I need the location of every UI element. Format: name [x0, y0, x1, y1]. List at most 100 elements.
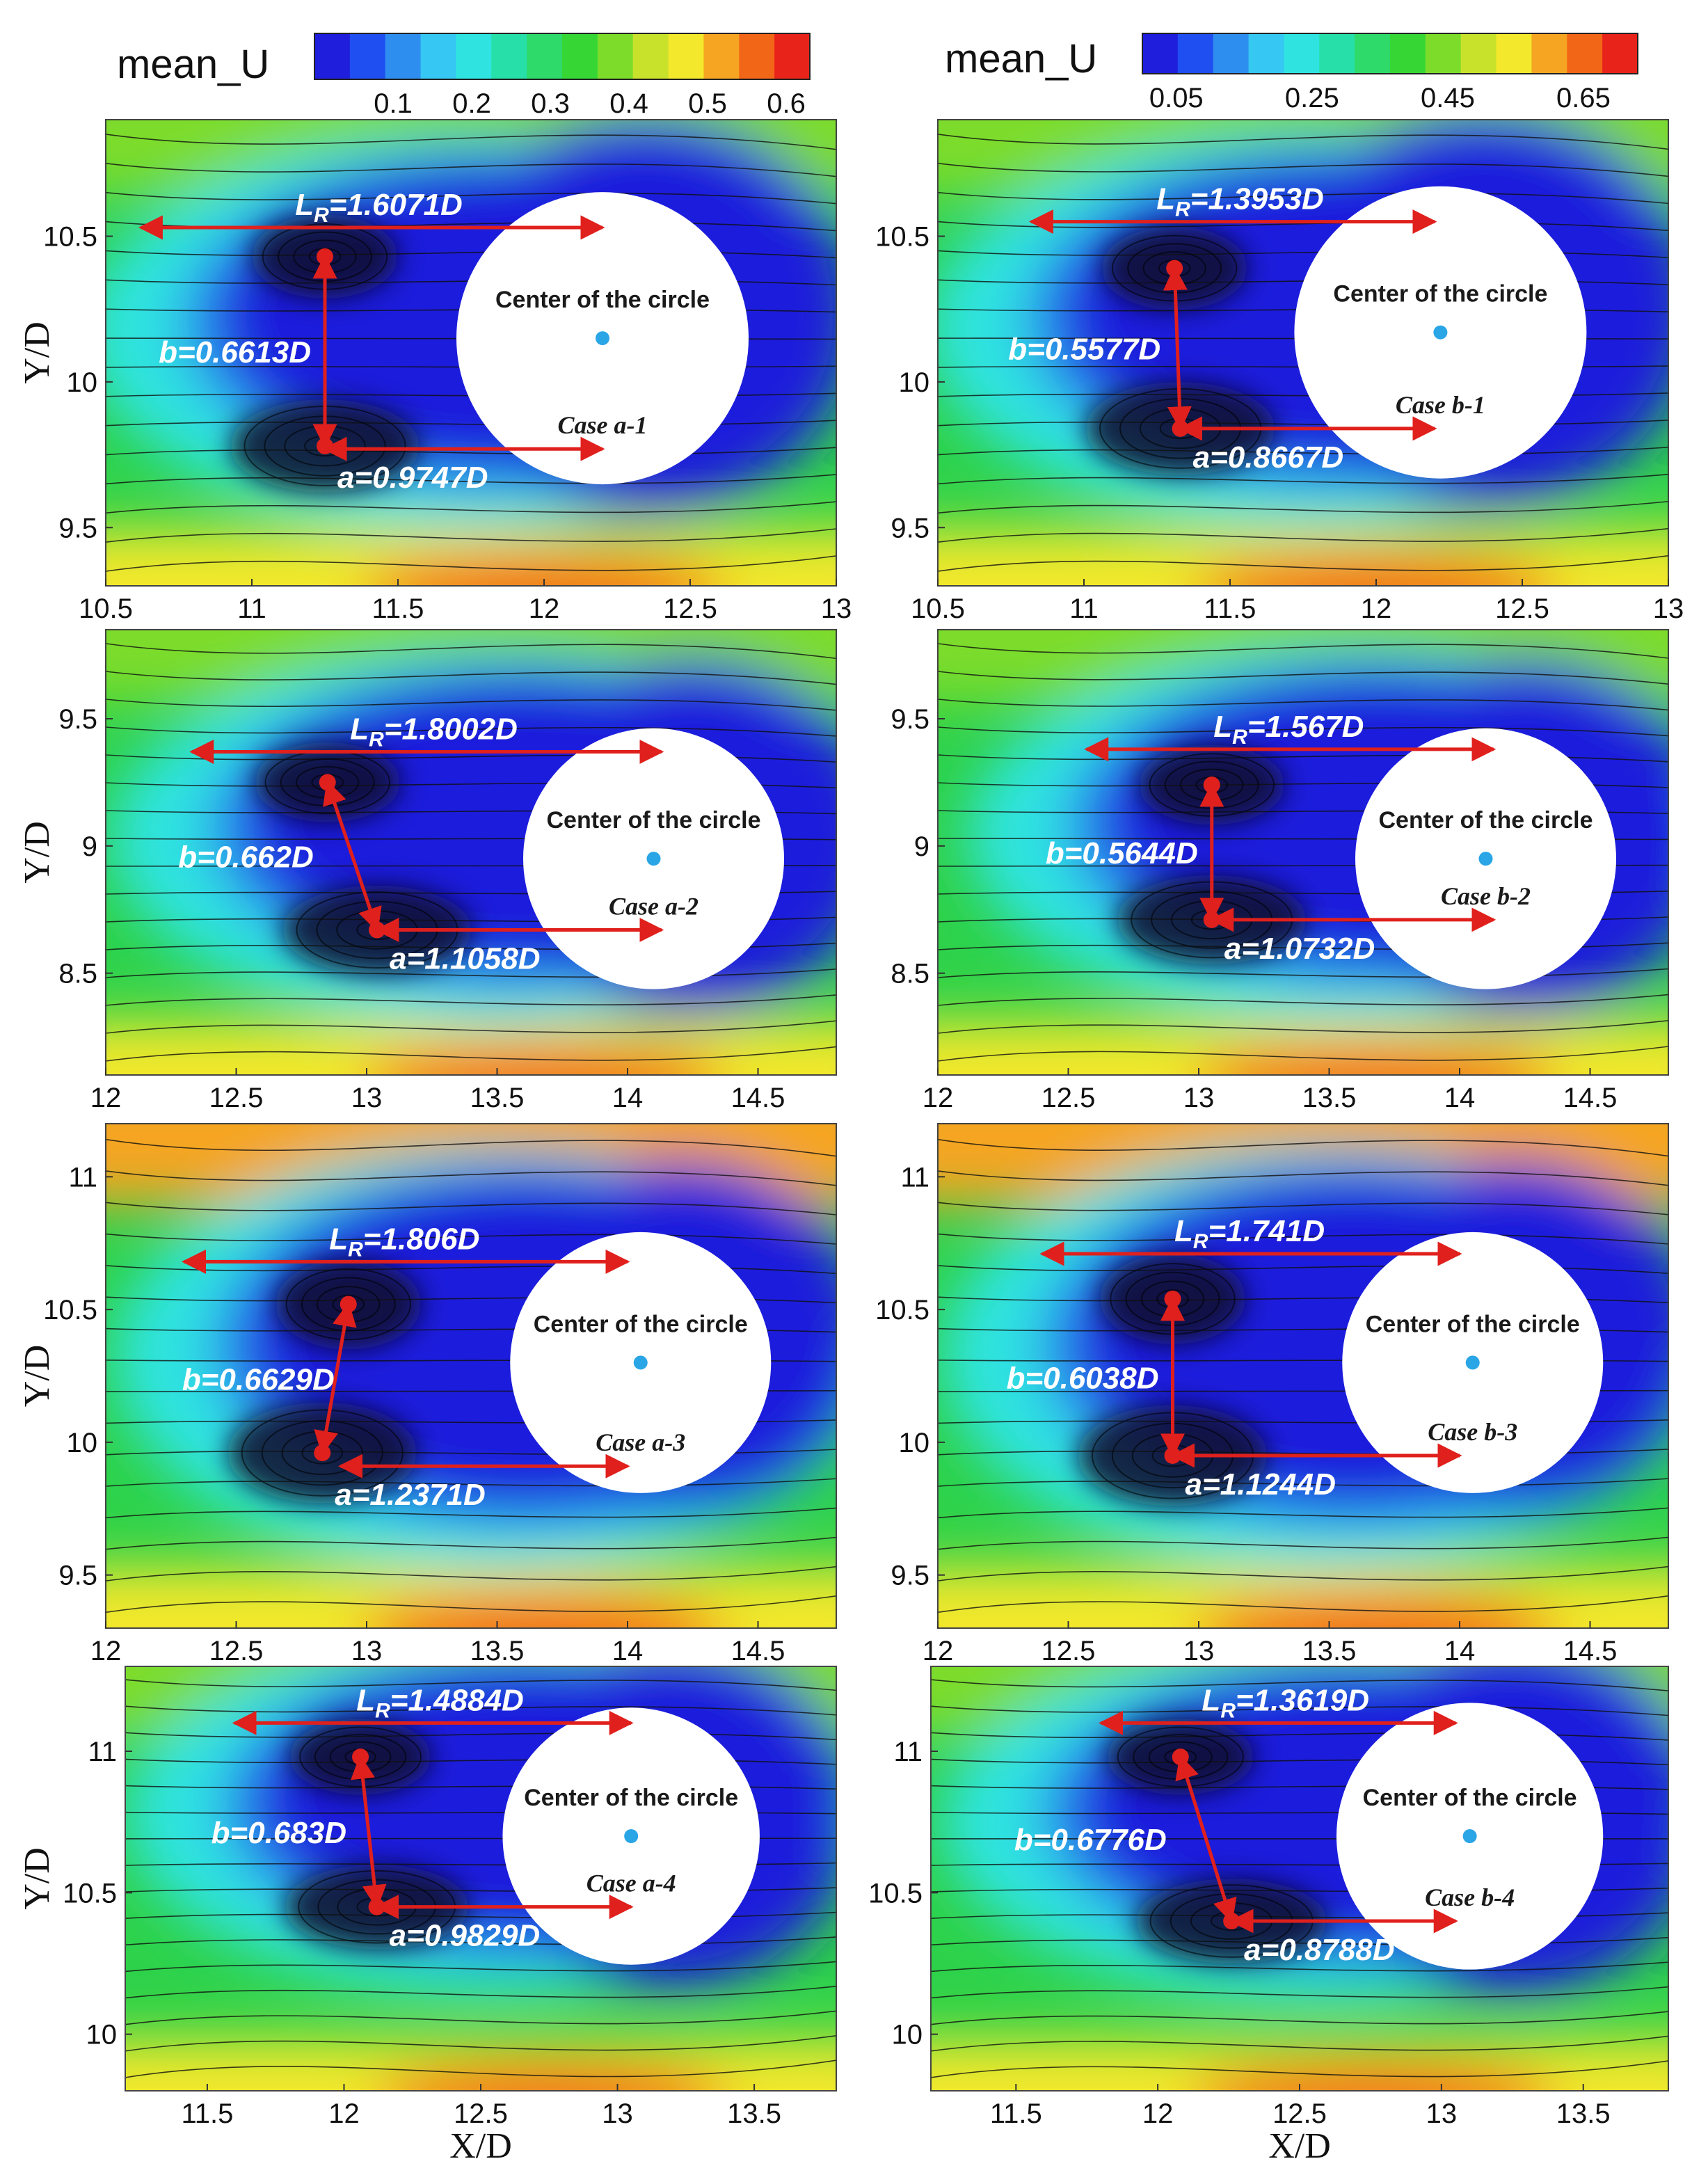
colorbar-swatch	[456, 33, 492, 79]
b-label: b=0.683D	[211, 1816, 346, 1850]
colorbar-swatch	[774, 33, 811, 79]
streamlines	[106, 1138, 836, 1614]
colorbar-swatch	[1213, 33, 1250, 74]
x-tick-label: 12	[328, 2098, 360, 2129]
case-label: Case a-1	[558, 411, 648, 439]
colorbar-swatch	[1177, 33, 1214, 74]
x-tick-label: 12.5	[1041, 1083, 1096, 1113]
vortex-center-upper	[317, 248, 333, 265]
contour-field	[125, 1666, 836, 2091]
colorbar-swatch	[1460, 33, 1497, 74]
y-tick-label: 10	[67, 1428, 98, 1458]
x-tick-label: 12.5	[1495, 593, 1549, 624]
streamline	[938, 500, 1668, 514]
a-label: a=1.1058D	[390, 942, 541, 976]
colorbar-tick-label: 0.5	[688, 88, 727, 119]
streamline	[931, 1986, 1668, 1999]
streamline	[106, 134, 836, 150]
colorbar-swatch	[314, 33, 351, 79]
axes: 11.5 12 12.5 13 13.5 10 10.5 11 Y/D X/D	[17, 1737, 781, 2166]
x-tick-label: 11.5	[990, 2098, 1042, 2129]
y-tick-label: 10.5	[43, 1295, 97, 1325]
colorbar-swatch	[420, 33, 457, 79]
x-tick-label: 11	[1069, 593, 1099, 624]
streamlines	[106, 643, 836, 1062]
x-tick-label: 10.5	[79, 593, 133, 624]
b-label: b=0.6776D	[1014, 1823, 1167, 1857]
colorbar-tick-label: 0.05	[1149, 83, 1204, 113]
colorbar-colorbar_b: mean_U 0.05 0.25 0.45 0.65	[945, 33, 1638, 113]
axes: 10.5 11 11.5 12 12.5 13 9.5 10 10.5 Y/D	[17, 222, 852, 625]
streamline	[125, 1961, 836, 1973]
x-tick-label: 12	[923, 1083, 954, 1113]
contour-band	[365, 555, 724, 586]
x-tick-label: 13	[1183, 1636, 1215, 1666]
lr-label: LR=1.3953D	[1156, 182, 1324, 221]
axes: 12 12.5 13 13.5 14 14.5 8.5 9 9.5 Y/D	[17, 704, 785, 1113]
streamline	[931, 1961, 1668, 1973]
lr-label: LR=1.741D	[1174, 1214, 1325, 1253]
a-label: a=1.2371D	[335, 1478, 486, 1512]
streamline	[938, 643, 1668, 659]
panel-7: LR=1.4884D b=0.683D a=0.9829D Center of the…	[17, 1666, 837, 2166]
streamline	[125, 1986, 836, 1999]
x-tick-label: 11.5	[1204, 593, 1256, 624]
streamline	[106, 1138, 836, 1157]
y-tick-label: 10	[67, 367, 98, 398]
streamline	[106, 643, 836, 660]
case-label: Case b-3	[1428, 1418, 1517, 1446]
streamline	[125, 2010, 836, 2025]
panel-6: LR=1.741D b=0.6038D a=1.1244D Center of the…	[875, 1123, 1669, 1666]
x-tick-label: 12	[90, 1083, 122, 1113]
y-tick-label: 9	[914, 831, 929, 862]
y-tick-label: 9.5	[891, 513, 929, 543]
streamline	[931, 2011, 1668, 2025]
colorbar-swatch	[703, 33, 740, 79]
vortex-center-upper	[319, 774, 336, 791]
vortex-center-upper	[1172, 1748, 1189, 1766]
colorbar-swatch	[1390, 33, 1426, 74]
lr-label: LR=1.6071D	[295, 188, 463, 227]
a-label: a=0.8667D	[1193, 440, 1344, 475]
x-axis-label: X/D	[449, 2126, 512, 2166]
colorbar-tick-label: 0.1	[374, 88, 413, 119]
b-label: b=0.662D	[178, 840, 313, 874]
center-label: Center of the circle	[495, 287, 710, 313]
a-label: a=1.0732D	[1224, 932, 1375, 966]
x-tick-label: 13.5	[1302, 1636, 1357, 1666]
streamline	[938, 474, 1668, 485]
annotations: LR=1.4884D b=0.683D a=0.9829D Center of the…	[211, 1683, 739, 1952]
annotations: LR=1.806D b=0.6629D a=1.2371D Center of the…	[182, 1222, 748, 1512]
colorbar-swatch	[1425, 33, 1462, 74]
x-tick-label: 12	[90, 1636, 122, 1666]
streamline	[106, 1233, 836, 1245]
x-tick-label: 14	[1444, 1083, 1476, 1113]
case-label: Case b-4	[1425, 1883, 1515, 1911]
contour-band	[1197, 555, 1556, 586]
vortex-center-lower	[314, 1444, 331, 1462]
x-tick-label: 14	[612, 1083, 644, 1113]
b-label: b=0.6629D	[182, 1362, 335, 1396]
colorbar-swatch	[632, 33, 669, 79]
colorbar-frame	[1142, 33, 1638, 74]
streamline	[125, 2060, 836, 2078]
streamline	[106, 191, 836, 205]
streamline	[938, 1507, 1668, 1519]
center-label: Center of the circle	[1333, 281, 1547, 308]
b-arrow	[1163, 266, 1192, 431]
circle-center-dot	[1465, 1355, 1480, 1370]
center-label: Center of the circle	[1379, 807, 1593, 834]
x-tick-label: 13	[602, 2098, 633, 2129]
streamline	[106, 1507, 836, 1519]
panel-frame	[937, 629, 1669, 1076]
case-label: Case a-3	[596, 1428, 685, 1456]
y-tick-label: 10	[892, 2020, 923, 2050]
b-label: b=0.6613D	[159, 335, 311, 369]
streamline	[106, 1170, 836, 1186]
streamline	[931, 2035, 1668, 2052]
colorbar-swatch	[562, 33, 598, 79]
colorbar-swatch	[1567, 33, 1603, 74]
panel-1: LR=1.6071D b=0.6613D a=0.9747D Center of th…	[17, 119, 852, 625]
streamline	[125, 1936, 836, 1946]
panel-frame	[105, 1123, 837, 1629]
